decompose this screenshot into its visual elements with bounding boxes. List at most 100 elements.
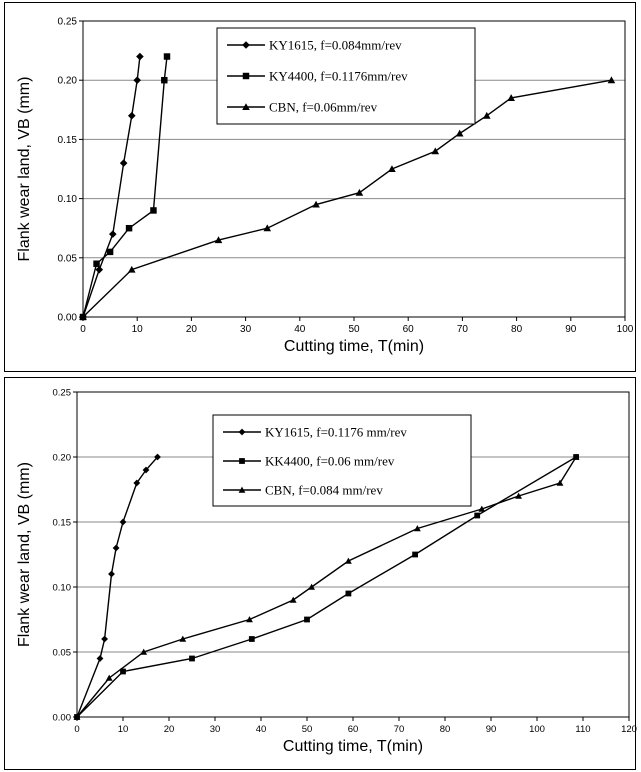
data-point <box>248 636 255 642</box>
series-line <box>82 79 612 318</box>
data-point <box>127 265 136 273</box>
data-point <box>140 648 148 655</box>
data-point <box>136 52 144 61</box>
series-triangle <box>73 453 580 720</box>
series-triangle <box>79 76 616 321</box>
legend-marker <box>239 458 245 464</box>
data-point <box>345 557 352 564</box>
y-tick-label: 0.10 <box>53 583 72 594</box>
data-point <box>607 76 616 84</box>
x-tick-label: 90 <box>565 324 577 335</box>
y-tick-label: 0.10 <box>58 194 78 205</box>
data-point <box>355 188 364 196</box>
data-point <box>572 453 580 460</box>
data-point <box>263 224 272 232</box>
data-point <box>507 94 515 101</box>
legend: KY1615, f=0.084mm/rev KY4400, f=0.1176mm/… <box>216 27 476 125</box>
legend-label: KY1615, f=0.084mm/rev <box>269 38 402 53</box>
legend-label: KY1615, f=0.1176 mm/rev <box>265 425 407 440</box>
data-point <box>96 655 104 662</box>
x-axis-title: Cutting time, T(min) <box>284 338 424 355</box>
x-tick-label: 100 <box>529 724 545 735</box>
chart-panel-top: 0.00 0.05 0.10 0.15 0.20 0.25 0 10 20 30 40 50 60 70 8… <box>4 2 636 372</box>
data-point <box>120 668 126 675</box>
x-tick-label: 10 <box>132 324 144 335</box>
data-point <box>106 248 114 256</box>
data-point <box>95 265 104 274</box>
data-point <box>163 53 171 60</box>
x-tick-label: 0 <box>80 324 86 335</box>
y-axis-title: Flank wear land, VB (mm) <box>16 462 33 647</box>
legend-marker <box>242 41 250 49</box>
x-tick-label: 50 <box>348 324 360 335</box>
series-square <box>79 53 171 321</box>
data-point <box>556 479 564 486</box>
series-diamond <box>79 52 144 321</box>
chart-panel-bottom: 0.00 0.05 0.10 0.15 0.20 0.25 0 10 20 30 40 50 60 70 8… <box>4 377 637 770</box>
x-tick-label: 110 <box>575 724 590 735</box>
x-tick-label: 50 <box>302 724 313 735</box>
y-tick-label: 0.15 <box>58 135 78 146</box>
y-axis-title: Flank wear land, VB (mm) <box>16 77 33 262</box>
data-point <box>119 159 128 167</box>
data-point <box>304 616 310 623</box>
data-point <box>150 207 157 214</box>
x-tick-label: 70 <box>457 324 469 335</box>
data-point <box>308 583 315 590</box>
data-point <box>127 111 136 120</box>
x-tick-label: 0 <box>74 724 79 735</box>
x-tick-label: 60 <box>403 324 415 335</box>
data-point <box>161 76 168 84</box>
x-tick-label: 70 <box>394 724 405 735</box>
x-tick-label: 30 <box>210 724 221 735</box>
x-tick-label: 80 <box>440 724 451 735</box>
y-tick-label: 0.00 <box>53 713 72 724</box>
x-tick-label: 10 <box>118 724 129 735</box>
wear-chart-top: 0.00 0.05 0.10 0.15 0.20 0.25 0 10 20 30 40 50 60 70 8… <box>16 17 634 356</box>
data-point <box>388 165 396 173</box>
x-tick-label: 120 <box>621 724 637 735</box>
data-point <box>133 76 141 84</box>
data-point <box>515 492 522 499</box>
legend: KY1615, f=0.1176 mm/rev KK4400, f=0.06 mm… <box>212 414 472 507</box>
data-point <box>73 713 81 720</box>
data-point <box>214 236 223 244</box>
y-tick-label: 0.25 <box>53 388 72 399</box>
x-tick-label: 20 <box>186 324 198 335</box>
data-point <box>414 525 421 532</box>
data-point <box>289 596 297 603</box>
data-point <box>109 230 117 238</box>
data-point <box>93 260 100 267</box>
x-tick-label: 60 <box>348 724 359 735</box>
x-tick-label: 80 <box>511 324 523 335</box>
data-point <box>108 570 115 578</box>
legend-label: CBN, f=0.084 mm/rev <box>265 483 383 498</box>
y-tick-label: 0.20 <box>58 76 78 87</box>
y-tick-label: 0.25 <box>58 17 78 28</box>
legend-marker <box>242 72 250 80</box>
x-axis-title: Cutting time, T(min) <box>283 738 423 755</box>
legend-label: KY4400, f=0.1176mm/rev <box>269 69 408 84</box>
y-tick-label: 0.05 <box>58 253 78 264</box>
x-tick-label: 20 <box>164 724 175 735</box>
wear-chart-bottom: 0.00 0.05 0.10 0.15 0.20 0.25 0 10 20 30 40 50 60 70 8… <box>16 388 637 756</box>
data-point <box>478 505 486 512</box>
series-line <box>82 56 141 318</box>
data-point <box>189 655 195 662</box>
x-tick-label: 100 <box>617 324 634 335</box>
y-tick-label: 0.20 <box>53 453 72 464</box>
data-point <box>101 635 108 643</box>
y-tick-label: 0.05 <box>53 648 72 659</box>
data-point <box>345 590 352 597</box>
data-point <box>412 551 418 558</box>
x-tick-label: 90 <box>486 724 497 735</box>
data-point <box>119 518 127 526</box>
x-tick-label: 40 <box>256 724 267 735</box>
data-point <box>79 313 87 321</box>
y-tick-label: 0.00 <box>58 313 78 324</box>
legend-marker <box>242 103 250 111</box>
legend-marker <box>238 486 246 493</box>
data-point <box>112 544 120 552</box>
data-point <box>482 111 491 119</box>
x-tick-label: 40 <box>294 324 306 335</box>
